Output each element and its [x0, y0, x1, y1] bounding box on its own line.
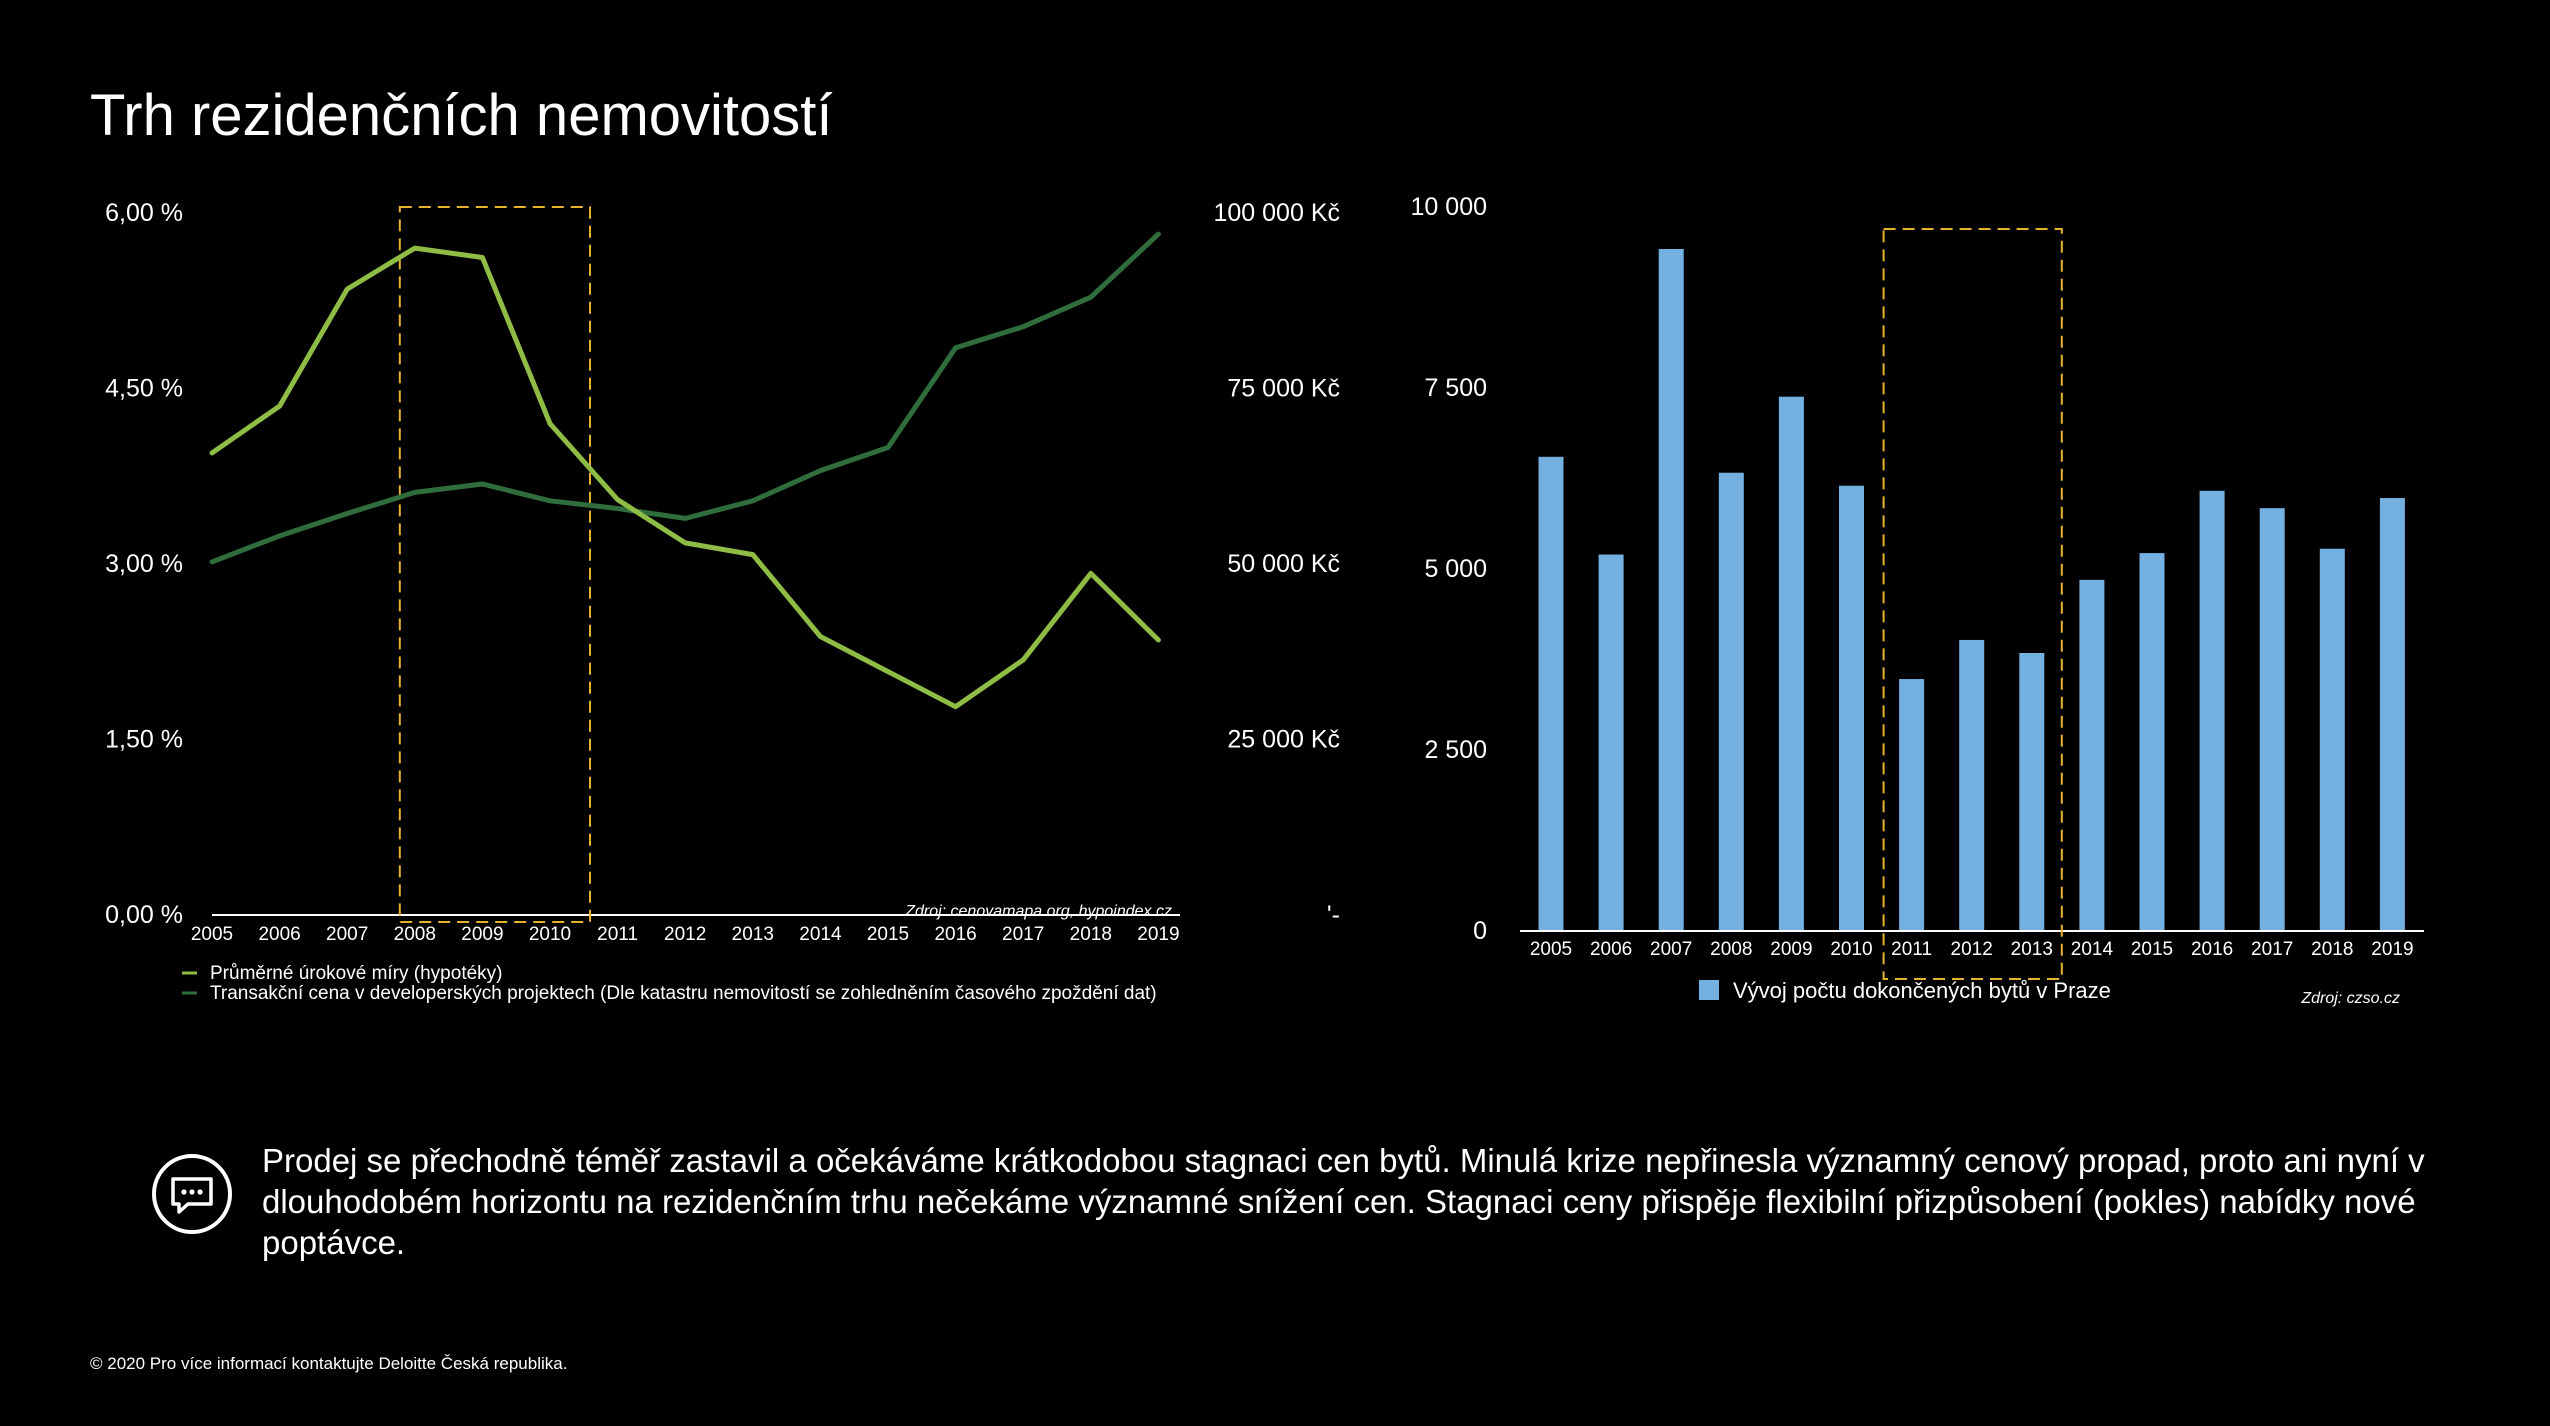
bar-chart-x-tick-label: 2013: [2011, 939, 2053, 960]
bar-chart-x-tick-label: 2018: [2311, 939, 2353, 960]
left-axis-tick-label: 6,00 %: [105, 199, 183, 227]
left-axis-tick-label: 3,00 %: [105, 550, 183, 578]
line-chart-x-tick-label: 2006: [258, 924, 300, 945]
bar-chart: 0 2 500 5 000 7 500 10 000 2005 2006 2007 2008 20…: [1411, 193, 2424, 1007]
bar-2008: [1718, 472, 1744, 931]
bar-2012: [1959, 639, 1985, 931]
bar-2006: [1598, 554, 1624, 931]
bar-2014: [2079, 579, 2105, 931]
right-axis-tick-label: 25 000 Kč: [1227, 726, 1340, 754]
bar-legend-label: Vývoj počtu dokončených bytů v Praze: [1733, 978, 2111, 1003]
bar-2009: [1778, 396, 1804, 931]
bar-chart-x-tick-label: 2019: [2371, 939, 2413, 960]
bar-chart-highlight-box: [1882, 228, 2063, 980]
legend-label: Průměrné úrokové míry (hypotéky): [210, 963, 503, 984]
line-chart-x-tick-label: 2010: [529, 924, 571, 945]
bar-2016: [2199, 490, 2225, 931]
left-axis-tick-label: 4,50 %: [105, 375, 183, 403]
bar-chart-x-tick-label: 2006: [1590, 939, 1632, 960]
bar-2018: [2319, 548, 2345, 931]
bar-2005: [1538, 456, 1564, 931]
right-axis-tick-label: '-: [1327, 901, 1340, 929]
series-line-transaction-price: [209, 231, 1161, 565]
bar-legend-swatch: [1699, 980, 1719, 1000]
page-title: Trh rezidenčních nemovitostí: [90, 83, 833, 148]
bar-chart-x-tick-label: 2015: [2131, 939, 2173, 960]
bar-2011: [1899, 679, 1925, 931]
right-axis-tick-label: 50 000 Kč: [1227, 550, 1340, 578]
bar-chart-x-tick-label: 2007: [1650, 939, 1692, 960]
bar-2017: [2259, 508, 2285, 931]
bar-chart-x-tick-label: 2017: [2251, 939, 2293, 960]
bar-chart-x-tick-label: 2008: [1710, 939, 1752, 960]
summary-note: Prodej se přechodně téměř zastavil a oče…: [262, 1142, 2425, 1261]
bar-chart-x-tick-label: 2016: [2191, 939, 2233, 960]
bar-chart-y-tick-label: 0: [1473, 917, 1487, 945]
line-chart-x-tick-label: 2013: [732, 924, 774, 945]
bar-chart-x-tick-label: 2010: [1830, 939, 1872, 960]
bar-chart-y-tick-label: 10 000: [1411, 193, 1487, 221]
series-line-interest-rate: [209, 245, 1161, 710]
bar-2013: [2019, 652, 2045, 931]
bar-2007: [1658, 248, 1684, 931]
bar-chart-y-tick-label: 7 500: [1424, 374, 1487, 402]
bar-chart-x-tick-label: 2005: [1530, 939, 1572, 960]
bar-chart-source: Zdroj: czso.cz: [2300, 990, 2400, 1007]
line-chart: 0,00 % 1,50 % 3,00 % 4,50 % 6,00 % '- 25 000 K…: [105, 199, 1341, 1004]
line-chart-source: Zdroj: cenovamapa.org, hypoindex.cz: [904, 903, 1172, 920]
line-chart-x-tick-label: 2015: [867, 924, 909, 945]
bar-chart-x-tick-label: 2009: [1770, 939, 1812, 960]
line-chart-x-tick-label: 2009: [461, 924, 503, 945]
right-axis-tick-label: 100 000 Kč: [1214, 199, 1341, 227]
bar-chart-x-tick-label: 2012: [1951, 939, 1993, 960]
line-chart-x-tick-label: 2005: [191, 924, 233, 945]
bar-chart-y-tick-label: 2 500: [1424, 736, 1487, 764]
line-chart-x-tick-label: 2016: [934, 924, 976, 945]
bar-2019: [2379, 498, 2405, 931]
line-chart-x-tick-label: 2019: [1137, 924, 1179, 945]
bar-chart-x-tick-label: 2011: [1891, 939, 1932, 960]
bar-chart-y-tick-label: 5 000: [1424, 555, 1487, 583]
footer-copyright: © 2020 Pro více informací kontaktujte De…: [90, 1354, 568, 1373]
line-chart-x-tick-label: 2011: [597, 924, 638, 945]
line-chart-x-tick-label: 2014: [799, 924, 842, 945]
left-axis-tick-label: 1,50 %: [105, 726, 183, 754]
line-chart-x-tick-label: 2012: [664, 924, 706, 945]
left-axis-tick-label: 0,00 %: [105, 901, 183, 929]
bar-2010: [1839, 485, 1864, 931]
line-chart-x-tick-label: 2018: [1070, 924, 1112, 945]
chat-bubble-icon: [152, 1154, 232, 1234]
line-chart-x-tick-label: 2007: [326, 924, 368, 945]
line-chart-highlight-box: [398, 206, 591, 923]
line-chart-x-tick-label: 2017: [1002, 924, 1044, 945]
line-chart-x-tick-label: 2008: [394, 924, 436, 945]
legend-label: Transakční cena v developerských projekt…: [210, 983, 1157, 1004]
bar-chart-x-tick-label: 2014: [2071, 939, 2114, 960]
bar-2015: [2139, 553, 2165, 931]
right-axis-tick-label: 75 000 Kč: [1227, 375, 1340, 403]
